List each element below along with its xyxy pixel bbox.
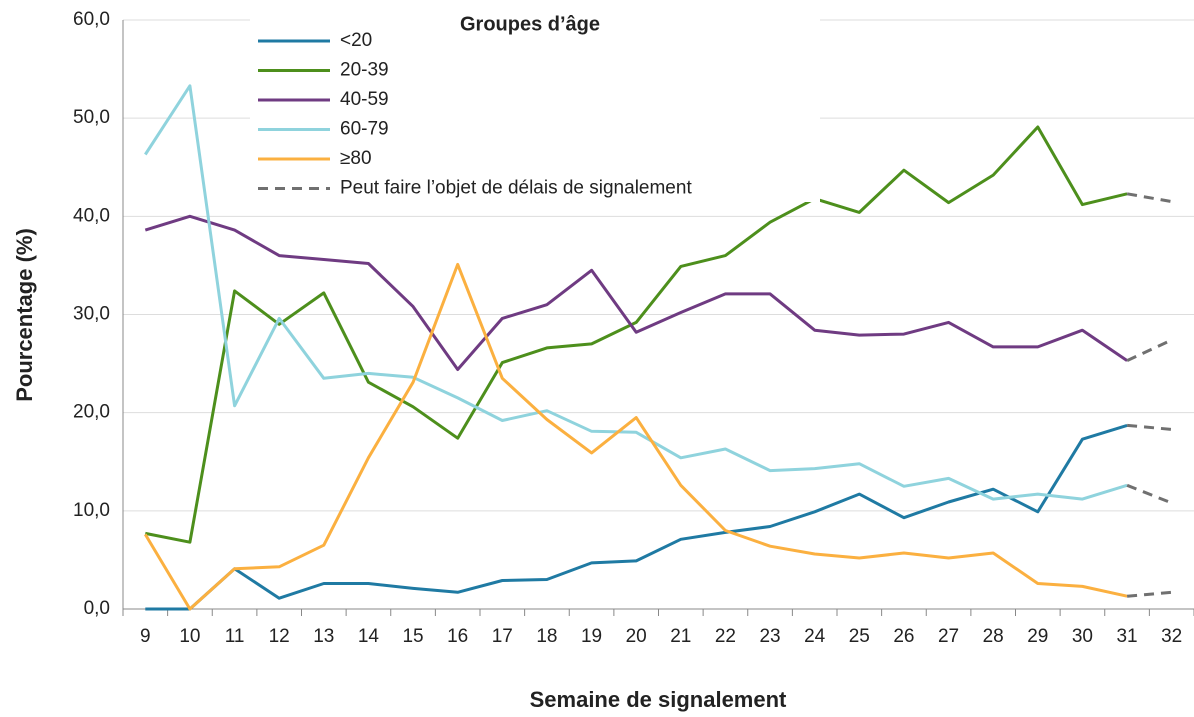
provisional-line: [1126, 423, 1172, 431]
y-tick-label: 60,0: [73, 9, 110, 30]
x-tick-label: 14: [358, 626, 380, 647]
x-tick-label: 20: [626, 626, 647, 647]
legend-label: <20: [340, 30, 372, 51]
x-tick-label: 30: [1072, 626, 1093, 647]
series-line: [145, 125, 1128, 544]
x-tick-label: 17: [492, 626, 513, 647]
x-tick-label: 24: [804, 626, 826, 647]
x-tick-label: 26: [893, 626, 914, 647]
x-tick-label: 16: [447, 626, 468, 647]
grid: 0,0 10,0 20,0 30,0 40,0 50,0 60,0 9 10 11 12 13 14 15…: [73, 9, 1194, 647]
series-line: [144, 262, 1128, 611]
legend: Groupes d’âge <20 20-39 40-59 60-79 ≥80 Peut …: [258, 13, 692, 199]
y-tick-label: 40,0: [73, 205, 110, 226]
x-tick-label: 12: [269, 626, 290, 647]
y-tick-label: 10,0: [73, 500, 110, 521]
legend-label: 40-59: [340, 89, 389, 110]
x-tick-label: 13: [313, 626, 334, 647]
x-tick-label: 15: [402, 626, 423, 647]
series-line: [145, 423, 1128, 611]
provisional-line: [1126, 338, 1173, 362]
x-tick-label: 10: [179, 626, 200, 647]
legend-label: 60-79: [340, 119, 389, 140]
x-tick-label: 23: [759, 626, 780, 647]
lines: [144, 84, 1173, 611]
y-tick-label: 50,0: [73, 107, 110, 128]
x-tick-label: 29: [1027, 626, 1048, 647]
legend-title: Groupes d’âge: [460, 13, 600, 35]
y-tick-label: 0,0: [84, 598, 110, 619]
provisional-line: [1126, 590, 1172, 598]
x-tick-label: 22: [715, 626, 736, 647]
series-line: [144, 214, 1128, 371]
y-tick-label: 30,0: [73, 304, 110, 325]
x-tick-label: 18: [536, 626, 557, 647]
provisional-line: [1126, 192, 1172, 204]
provisional-line: [1126, 483, 1173, 505]
x-tick-label: 9: [140, 626, 151, 647]
x-tick-label: 27: [938, 626, 959, 647]
x-tick-label: 28: [983, 626, 1004, 647]
legend-label: 20-39: [340, 60, 389, 81]
x-tick-label: 19: [581, 626, 602, 647]
x-axis-title: Semaine de signalement: [530, 687, 787, 712]
y-tick-label: 20,0: [73, 402, 110, 423]
x-tick-label: 31: [1116, 626, 1137, 647]
x-tick-label: 21: [670, 626, 691, 647]
y-axis-title: Pourcentage (%): [12, 228, 37, 402]
series-line: [144, 84, 1128, 501]
x-tick-label: 11: [225, 626, 245, 647]
x-tick-label: 25: [849, 626, 870, 647]
x-tick-label: 32: [1161, 626, 1182, 647]
legend-background: [250, 10, 820, 202]
legend-label: ≥80: [340, 148, 372, 169]
legend-label: Peut faire l’objet de délais de signalem…: [340, 178, 692, 199]
